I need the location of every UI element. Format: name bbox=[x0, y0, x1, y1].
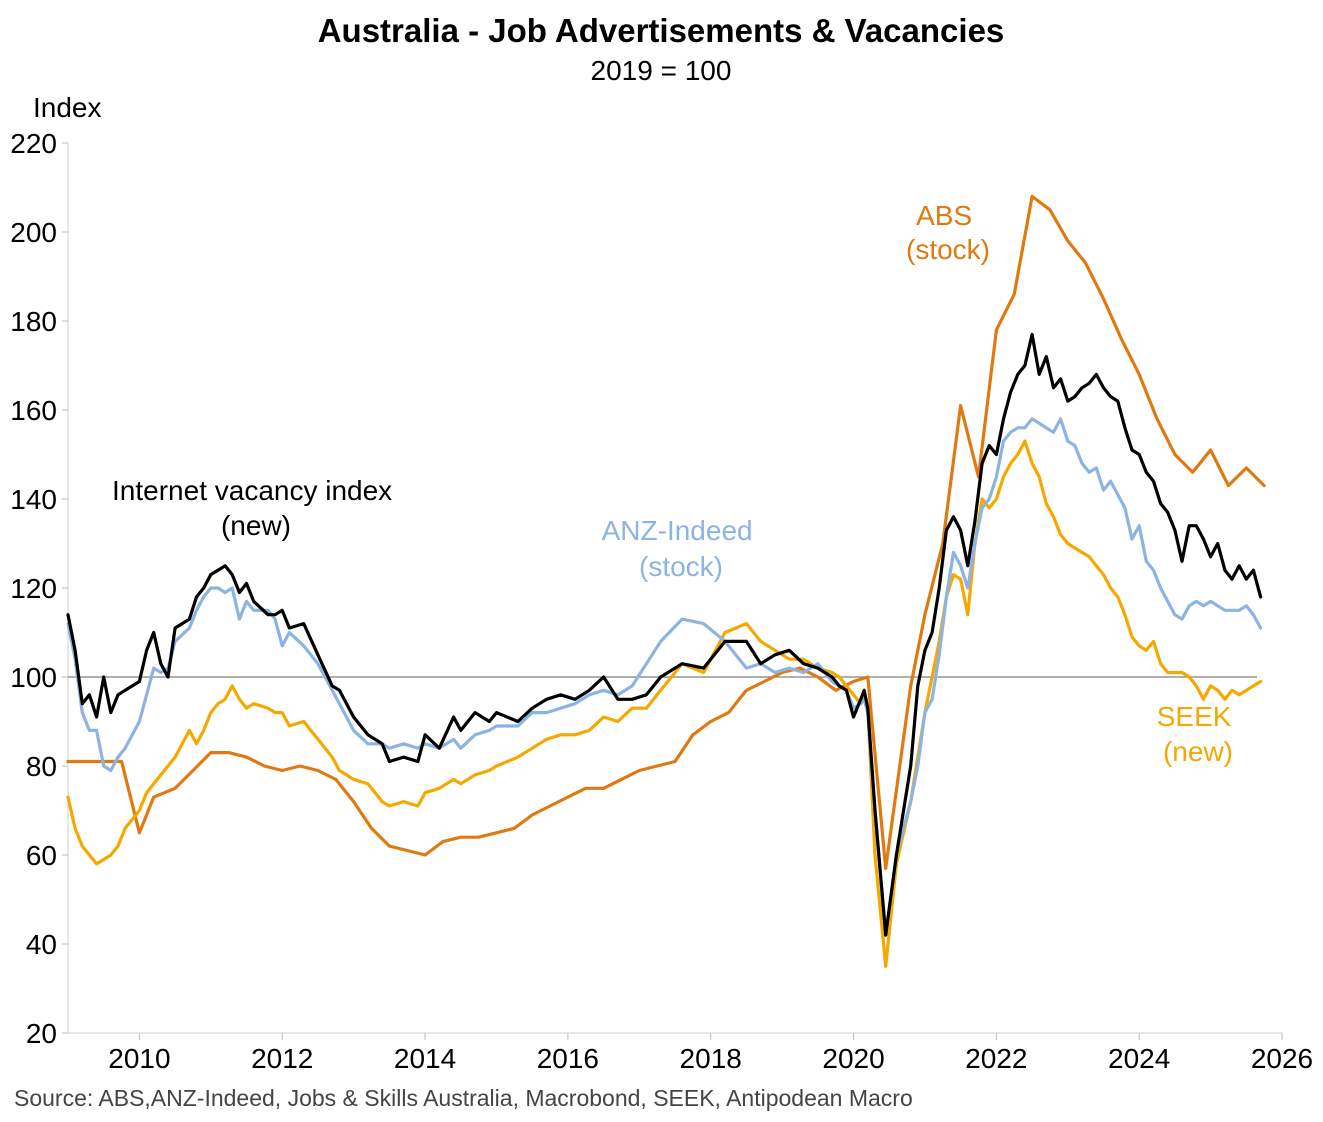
series-line-anz-indeed-stock bbox=[66, 417, 1263, 937]
chart-title: Australia - Job Advertisements & Vacanci… bbox=[318, 12, 1005, 49]
y-tick-label: 140 bbox=[10, 484, 57, 515]
y-axis: 220 200 180 160 140 120 100 80 60 40 20 bbox=[10, 128, 69, 1049]
x-tick-label: 2018 bbox=[680, 1043, 742, 1074]
y-tick-label: 200 bbox=[10, 217, 57, 248]
source-note: Source: ABS,ANZ-Indeed, Jobs & Skills Au… bbox=[14, 1085, 913, 1111]
y-tick-label: 220 bbox=[10, 128, 57, 159]
y-tick-label: 160 bbox=[10, 395, 57, 426]
y-tick-label: 20 bbox=[26, 1018, 57, 1049]
y-tick-label: 60 bbox=[26, 840, 57, 871]
annotation-abs-line-2: (stock) bbox=[906, 234, 990, 265]
y-tick-label: 180 bbox=[10, 306, 57, 337]
x-tick-label: 2024 bbox=[1108, 1043, 1170, 1074]
annotation-ivi-line-1: Internet vacancy index bbox=[112, 475, 392, 506]
x-tick-label: 2016 bbox=[537, 1043, 599, 1074]
annotation-abs-line-1: ABS bbox=[916, 200, 972, 231]
annotation-ivi-line-2: (new) bbox=[221, 510, 291, 541]
y-tick-label: 40 bbox=[26, 929, 57, 960]
x-tick-label: 2020 bbox=[822, 1043, 884, 1074]
annotation-seek-line-1: SEEK bbox=[1157, 701, 1232, 732]
y-axis-label: Index bbox=[33, 92, 102, 123]
series-line-internet-vacancy-index-new bbox=[66, 332, 1263, 937]
annotation-internet-vacancy-index: Internet vacancy index (new) bbox=[112, 475, 400, 541]
annotation-anz-line-2: (stock) bbox=[639, 551, 723, 582]
annotation-anz-indeed: ANZ-Indeed (stock) bbox=[602, 515, 761, 582]
annotation-seek: SEEK (new) bbox=[1157, 701, 1239, 767]
x-tick-label: 2012 bbox=[251, 1043, 313, 1074]
x-tick-label: 2010 bbox=[108, 1043, 170, 1074]
x-tick-label: 2022 bbox=[965, 1043, 1027, 1074]
x-tick-label: 2014 bbox=[394, 1043, 456, 1074]
y-tick-label: 100 bbox=[10, 662, 57, 693]
series-lines bbox=[66, 194, 1266, 968]
annotation-seek-line-2: (new) bbox=[1163, 736, 1233, 767]
y-tick-label: 120 bbox=[10, 573, 57, 604]
series-line-seek-new bbox=[66, 439, 1263, 968]
y-tick-label: 80 bbox=[26, 751, 57, 782]
annotation-abs: ABS (stock) bbox=[906, 200, 990, 265]
chart-subtitle: 2019 = 100 bbox=[591, 55, 732, 86]
x-tick-label: 2026 bbox=[1251, 1043, 1313, 1074]
annotation-anz-line-1: ANZ-Indeed bbox=[602, 515, 753, 546]
x-axis: 2010 2012 2014 2016 2018 2020 2022 2024 2026 bbox=[68, 1032, 1313, 1074]
series-line-abs-stock bbox=[66, 194, 1266, 871]
